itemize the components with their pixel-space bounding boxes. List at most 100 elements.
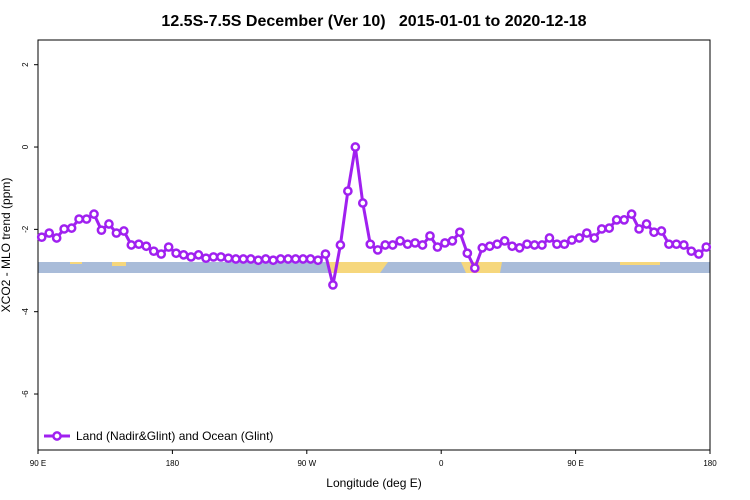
data-point (343, 186, 353, 196)
data-point (231, 254, 241, 264)
data-point (290, 254, 301, 264)
legend-marker (52, 431, 62, 441)
x-tick-label: 90 W (297, 459, 316, 468)
data-point (626, 209, 637, 219)
data-point (402, 239, 413, 250)
data-point (298, 254, 308, 264)
data-point (163, 242, 174, 252)
data-point (484, 241, 495, 252)
data-point (365, 239, 376, 250)
x-tick-label: 180 (166, 459, 180, 468)
y-tick-label: -2 (21, 225, 30, 233)
data-point (320, 249, 331, 259)
data-point (223, 253, 234, 264)
data-point (462, 248, 473, 259)
x-tick-label: 180 (703, 459, 717, 468)
data-point (432, 242, 443, 252)
data-point (544, 233, 555, 243)
data-point (514, 243, 525, 253)
data-point (283, 254, 293, 264)
data-point (216, 252, 226, 262)
data-point (581, 228, 592, 238)
legend: Land (Nadir&Glint) and Ocean (Glint) (44, 429, 273, 443)
x-tick-label: 90 E (567, 459, 583, 468)
data-point (395, 236, 405, 246)
land-band (461, 262, 502, 273)
data-point (387, 240, 398, 250)
data-point (357, 198, 368, 208)
data-point (477, 243, 488, 253)
data-point (253, 255, 264, 266)
data-point (335, 240, 346, 250)
data-point (119, 226, 129, 236)
data-point (634, 224, 644, 234)
data-point (126, 240, 137, 250)
data-point (133, 239, 144, 250)
data-point (529, 240, 540, 250)
data-point (559, 239, 570, 250)
y-tick-label: 0 (21, 144, 30, 149)
data-point (649, 227, 659, 238)
data-point (171, 248, 181, 259)
data-point (208, 252, 219, 262)
data-point (425, 231, 435, 241)
data-point (245, 254, 256, 264)
data-point (51, 233, 62, 243)
data-point (664, 239, 674, 250)
data-point (104, 219, 114, 229)
data-point (305, 254, 316, 264)
data-point (148, 246, 159, 257)
data-point (574, 233, 585, 243)
data-point (193, 250, 204, 260)
x-axis-label: Longitude (deg E) (326, 476, 421, 490)
data-point (522, 239, 532, 250)
data-point (469, 263, 480, 273)
land-band (112, 262, 126, 266)
data-point (641, 219, 652, 229)
data-point (507, 241, 517, 252)
data-point (89, 209, 99, 219)
data-point (186, 252, 196, 262)
data-point (693, 249, 704, 259)
data-point (260, 254, 271, 264)
data-point (499, 236, 510, 246)
data-point (455, 227, 465, 238)
data-point (596, 224, 607, 234)
data-point (380, 240, 391, 250)
data-point (74, 214, 84, 224)
data-point (268, 255, 279, 266)
data-point (313, 255, 323, 266)
data-point (36, 232, 47, 243)
data-point (372, 245, 383, 255)
x-tick-label: 0 (439, 459, 444, 468)
data-point (417, 240, 428, 250)
data-point (44, 228, 55, 238)
y-tick-label: 2 (21, 62, 30, 67)
data-point (350, 142, 361, 152)
data-point (410, 238, 420, 248)
land-band (70, 262, 82, 264)
data-point (238, 254, 249, 264)
data-point (156, 249, 167, 259)
data-point (328, 280, 338, 290)
data-point (589, 233, 600, 243)
y-axis-label: XCO2 - MLO trend (ppm) (0, 178, 13, 313)
x-tick-label: 90 E (30, 459, 46, 468)
data-point (611, 215, 622, 225)
data-point (440, 238, 450, 248)
land-band (620, 262, 660, 265)
data-point (96, 225, 107, 236)
data-point (492, 239, 503, 250)
land-ocean-strip (38, 262, 710, 273)
data-point (656, 226, 667, 236)
data-point (178, 250, 189, 260)
data-point (59, 224, 69, 234)
data-point (686, 246, 697, 257)
data-point (81, 214, 92, 224)
data-point (604, 223, 615, 233)
legend-label: Land (Nadir&Glint) and Ocean (Glint) (76, 429, 273, 443)
data-point (537, 240, 547, 250)
data-point (201, 253, 211, 264)
data-point (141, 241, 152, 252)
